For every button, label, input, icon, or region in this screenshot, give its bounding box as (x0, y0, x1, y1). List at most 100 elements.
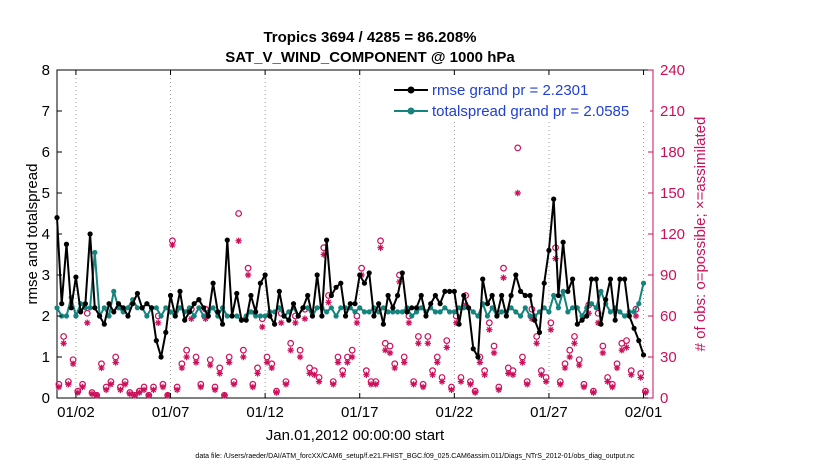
assimilated-obs-marker (79, 383, 86, 391)
assimilated-obs-marker (594, 319, 602, 327)
assimilated-obs-marker (339, 371, 346, 378)
rmse-point (447, 288, 453, 294)
rmse-point (376, 301, 382, 307)
totalspread-point (447, 309, 453, 315)
possible-obs-marker (183, 346, 191, 354)
legend-box (390, 76, 650, 120)
rmse-point (305, 292, 311, 299)
rmse-point (120, 305, 126, 311)
rmse-point (484, 301, 491, 307)
assimilated-obs-marker (74, 389, 82, 396)
totalspread-point (588, 301, 595, 307)
left-y-axis-label: rmse and totalspread (24, 164, 41, 305)
totalspread-point (551, 292, 557, 299)
rmse-point (399, 270, 405, 276)
data-marks (54, 70, 649, 399)
totalspread-point (191, 313, 197, 319)
totalspread-point (361, 309, 368, 315)
x-tick-label: 01/27 (530, 404, 568, 421)
totalspread-point (380, 305, 386, 311)
rmse-point (182, 317, 188, 323)
totalspread-point (413, 309, 420, 315)
right-y-tick-label: 120 (660, 226, 685, 243)
assimilated-obs-marker (542, 378, 550, 385)
totalspread-point (333, 313, 339, 319)
rmse-point (319, 313, 325, 319)
rmse-point (565, 288, 571, 294)
rmse-point (569, 276, 576, 282)
assimilated-obs-marker (112, 359, 119, 366)
totalspread-point (517, 313, 524, 319)
totalspread-point (560, 288, 566, 294)
left-y-tick-label: 7 (42, 103, 50, 120)
rmse-point (153, 338, 159, 344)
totalspread-point (257, 313, 263, 319)
totalspread-point (522, 305, 528, 311)
rmse-point (63, 241, 70, 247)
rmse-point (409, 305, 415, 311)
left-y-tick-label: 1 (42, 349, 50, 366)
assimilated-obs-marker (448, 386, 455, 393)
totalspread-point (437, 309, 443, 315)
totalspread-point (636, 301, 642, 307)
totalspread-point (385, 309, 391, 315)
totalspread-point (489, 305, 495, 311)
rmse-point (219, 321, 226, 327)
rmse-point (290, 301, 297, 307)
assimilated-obs-marker (519, 359, 526, 366)
assimilated-obs-marker (623, 344, 630, 351)
axes-group: 0 1 2 3 4 5 6 7 8 0 30 60 90 120 150 180 210 240 01/02 01/0… (42, 62, 685, 421)
totalspread-point (475, 313, 481, 319)
totalspread-point (54, 305, 60, 311)
assimilated-obs-marker (495, 386, 502, 393)
assimilated-obs-marker (268, 364, 275, 372)
rmse-point (598, 321, 604, 327)
totalspread-point (357, 305, 363, 311)
totalspread-point (366, 309, 372, 315)
assimilated-obs-marker (533, 340, 540, 347)
rmse-point (536, 329, 543, 335)
assimilated-obs-marker (467, 381, 474, 388)
left-y-tick-label: 4 (42, 226, 50, 243)
right-y-tick-label: 150 (660, 185, 685, 202)
assimilated-obs-marker (580, 383, 588, 391)
left-y-tick-label: 0 (42, 390, 50, 407)
rmse-point (177, 288, 183, 294)
x-tick-label: 01/17 (341, 404, 379, 421)
rmse-point (361, 280, 368, 286)
totalspread-point (134, 305, 141, 311)
totalspread-point (158, 313, 164, 319)
possible-obs-marker (443, 337, 451, 345)
possible-obs-marker (485, 319, 493, 327)
totalspread-point (617, 309, 623, 315)
legend-spread-label: totalspread grand pr = 2.0585 (432, 103, 629, 120)
assimilated-obs-marker (311, 371, 318, 378)
rmse-point (253, 309, 259, 315)
totalspread-point (305, 305, 311, 311)
totalspread-point (253, 313, 259, 319)
assimilated-obs-marker (609, 383, 616, 391)
totalspread-point (565, 309, 571, 315)
rmse-point (551, 196, 557, 202)
rmse-point (622, 276, 628, 282)
assimilated-obs-marker (192, 359, 200, 366)
possible-obs-marker (244, 264, 252, 272)
rmse-point (470, 346, 476, 352)
possible-obs-marker (594, 309, 602, 317)
assimilated-obs-marker (576, 362, 583, 369)
assimilated-obs-marker (618, 346, 625, 354)
possible-obs-marker (296, 346, 304, 354)
rmse-point (508, 292, 514, 299)
rmse-point (579, 317, 585, 323)
assimilated-obs-marker (599, 349, 607, 357)
totalspread-point (338, 305, 344, 311)
rmse-point (125, 313, 131, 319)
rmse-point (286, 317, 292, 323)
legend-spread-marker (407, 107, 415, 115)
assimilated-obs-marker (93, 392, 100, 399)
assimilated-obs-marker (405, 319, 413, 327)
assimilated-obs-marker (490, 349, 498, 357)
totalspread-point (399, 309, 405, 315)
rmse-point (366, 270, 372, 276)
x-axis-label: Jan.01,2012 00:00:00 start (266, 427, 445, 444)
